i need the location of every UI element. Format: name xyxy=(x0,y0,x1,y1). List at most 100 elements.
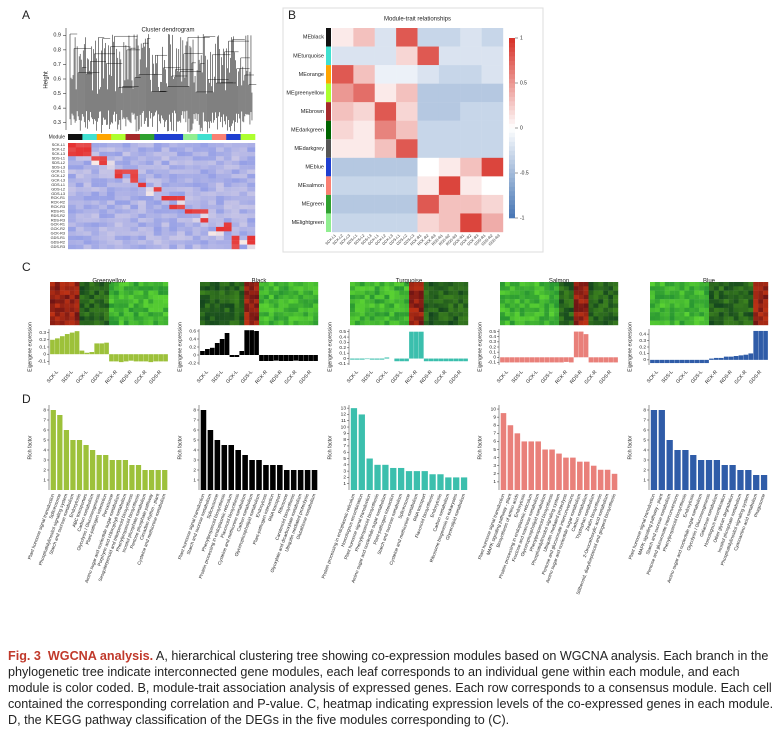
y-tick-label: -0.1 xyxy=(488,360,497,366)
bar xyxy=(153,354,159,362)
expression-cell xyxy=(234,307,240,313)
expression-cell xyxy=(354,312,361,317)
expression-cell xyxy=(418,286,424,291)
expression-cell xyxy=(209,312,215,317)
colorbar-step xyxy=(509,96,515,102)
heat-cell xyxy=(138,226,147,232)
expression-cell xyxy=(209,286,215,291)
heat-cell xyxy=(161,156,170,161)
expression-cell xyxy=(64,290,70,296)
heat-cell xyxy=(106,169,115,175)
expression-cell xyxy=(689,312,695,317)
expression-cell xyxy=(298,312,304,317)
expression-cell xyxy=(273,312,279,317)
bar xyxy=(384,357,390,359)
expression-cell xyxy=(763,303,769,308)
expression-cell xyxy=(733,303,739,308)
heat-cell xyxy=(231,191,240,197)
heat-cell xyxy=(247,240,256,245)
correlation-cell xyxy=(460,213,482,233)
colorbar-step xyxy=(509,200,515,205)
correlation-cell xyxy=(460,46,482,66)
bar xyxy=(448,358,454,362)
expression-cell xyxy=(613,303,619,308)
expression-cell xyxy=(50,290,56,296)
heat-cell xyxy=(184,213,193,219)
heat-cell xyxy=(169,226,178,232)
module-strip xyxy=(139,134,155,140)
expression-cell xyxy=(293,282,299,287)
correlation-cell xyxy=(417,65,440,84)
heat-cell xyxy=(200,143,209,148)
expression-cell xyxy=(350,316,356,321)
expression-cell xyxy=(718,294,724,300)
expression-cell xyxy=(583,303,589,308)
expression-cell xyxy=(733,294,739,300)
y-tick-label: 2 xyxy=(643,467,646,473)
expression-cell xyxy=(514,316,520,321)
expression-cell xyxy=(603,316,609,321)
bar xyxy=(55,338,60,355)
expression-cell xyxy=(148,282,154,287)
expression-cell xyxy=(219,316,225,321)
heat-cell xyxy=(130,160,139,166)
correlation-cell xyxy=(417,28,440,47)
expression-cell xyxy=(559,320,565,326)
expression-cell xyxy=(109,290,115,296)
expression-cell xyxy=(659,290,665,296)
heat-cell xyxy=(216,182,225,188)
expression-cell xyxy=(204,303,211,308)
expression-cell xyxy=(674,320,680,326)
expression-cell xyxy=(384,316,390,321)
heat-cell xyxy=(169,169,178,175)
heat-cell xyxy=(130,235,139,241)
colorbar-step xyxy=(509,132,515,138)
row-label: SDS-L2 xyxy=(52,161,65,165)
expression-cell xyxy=(650,290,656,296)
expression-cell xyxy=(738,294,744,300)
heat-cell xyxy=(114,218,123,223)
bar xyxy=(358,414,365,490)
heat-cell xyxy=(177,143,186,148)
heat-cell xyxy=(239,147,248,153)
heat-cell xyxy=(200,173,209,179)
heat-cell xyxy=(130,151,139,157)
heat-cell xyxy=(106,240,115,245)
expression-cell xyxy=(153,320,159,326)
expression-cell xyxy=(389,316,395,321)
expression-cell xyxy=(133,294,139,300)
expression-cell xyxy=(374,286,380,291)
heat-cell xyxy=(83,235,92,241)
bar xyxy=(674,450,681,490)
module-label: Module xyxy=(49,134,66,140)
expression-cell xyxy=(654,312,661,317)
expression-cell xyxy=(613,286,619,291)
correlation-cell xyxy=(374,102,397,121)
expression-cell xyxy=(588,307,594,313)
expression-cell xyxy=(303,294,309,300)
expression-cell xyxy=(113,320,120,326)
heat-cell xyxy=(99,191,108,197)
module-name: MEorange xyxy=(299,72,324,78)
expression-cell xyxy=(298,299,304,304)
heat-cell xyxy=(99,209,108,214)
expression-cell xyxy=(143,307,149,313)
heat-cell xyxy=(145,169,154,175)
expression-cell xyxy=(118,312,124,317)
expression-cell xyxy=(603,320,609,326)
heat-cell xyxy=(138,165,147,170)
expression-cell xyxy=(428,303,434,308)
expression-cell xyxy=(748,286,754,291)
bar xyxy=(249,330,254,355)
expression-cell xyxy=(399,299,405,304)
expression-cell xyxy=(64,286,70,291)
bar xyxy=(379,358,385,360)
expression-cell xyxy=(259,307,265,313)
correlation-cell xyxy=(396,102,418,121)
heat-cell xyxy=(68,182,76,188)
heat-cell xyxy=(247,218,256,223)
expression-cell xyxy=(109,303,115,308)
y-tick-label: 0.8 xyxy=(53,47,61,53)
expression-cell xyxy=(153,294,159,300)
